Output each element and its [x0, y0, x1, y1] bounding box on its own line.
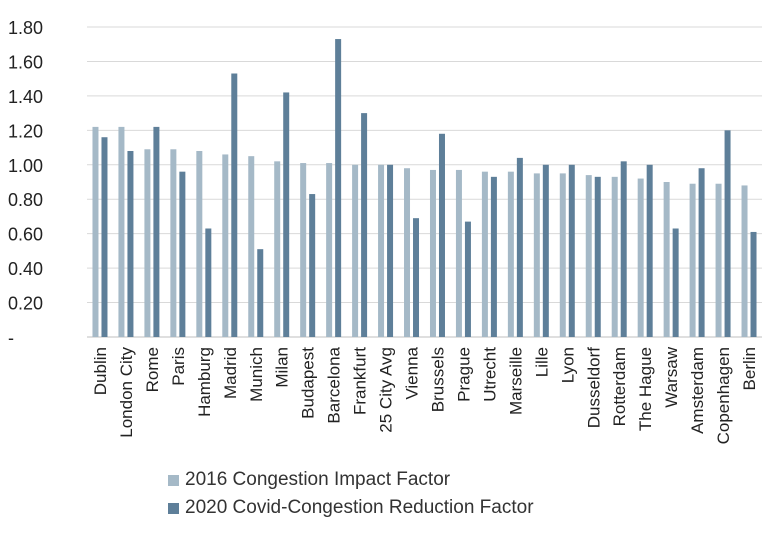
bar-2016-utrecht — [481, 171, 488, 337]
bar-2020-rotterdam — [620, 161, 627, 337]
bar-2020-budapest — [309, 194, 316, 337]
bar-2020-dublin — [101, 137, 108, 337]
bar-2020-the-hague — [646, 164, 653, 337]
x-tick-label: Marseille — [506, 347, 525, 415]
y-tick-label: 1.40 — [8, 87, 43, 107]
bar-2020-lyon — [568, 164, 575, 337]
x-tick-label: Dublin — [91, 347, 110, 395]
legend-swatch-2020 — [168, 502, 179, 514]
x-tick-label: Vienna — [403, 346, 422, 399]
bar-2020-amsterdam — [698, 168, 705, 337]
bar-2016-lyon — [559, 173, 566, 337]
bar-2020-barcelona — [335, 39, 342, 338]
bar-2016-the-hague — [637, 178, 644, 337]
x-tick-label: Copenhagen — [714, 347, 733, 444]
y-tick-label: 0.40 — [8, 259, 43, 279]
legend: 2016 Congestion Impact Factor 2020 Covid… — [168, 466, 534, 522]
x-tick-label: Lyon — [558, 347, 577, 383]
x-tick-label: Amsterdam — [688, 347, 707, 434]
y-tick-label: 0.80 — [8, 190, 43, 210]
bar-2016-munich — [248, 156, 255, 337]
x-tick-label: Utrecht — [480, 347, 499, 402]
bar-2020-berlin — [750, 231, 757, 337]
bar-2016-warsaw — [663, 182, 670, 337]
x-tick-label: Prague — [454, 347, 473, 402]
bar-2020-frankfurt — [361, 113, 368, 337]
bar-2020-utrecht — [490, 176, 497, 337]
bar-2016-paris — [170, 149, 177, 337]
bar-2016-hamburg — [196, 151, 203, 337]
x-tick-label: Milan — [273, 347, 292, 388]
bar-2016-rotterdam — [611, 176, 618, 337]
bar-2020-warsaw — [672, 228, 679, 337]
bar-2016-dusseldorf — [585, 175, 592, 337]
x-tick-label: Dusseldorf — [584, 347, 603, 429]
legend-swatch-2016 — [168, 474, 179, 486]
x-tick-label: The Hague — [636, 347, 655, 431]
bar-2020-prague — [464, 221, 471, 337]
bar-2020-brussels — [438, 133, 445, 337]
bar-2020-london-city — [127, 151, 134, 337]
bar-2016-frankfurt — [352, 164, 359, 337]
bar-2020-munich — [257, 249, 264, 337]
y-tick-label: 1.80 — [8, 18, 43, 38]
bar-2020-madrid — [231, 73, 238, 337]
x-tick-label: Madrid — [221, 347, 240, 399]
x-tick-label: Munich — [247, 347, 266, 402]
x-tick-label: Rome — [143, 347, 162, 392]
bar-2016-prague — [455, 169, 462, 337]
bar-2016-berlin — [741, 185, 748, 337]
bar-2016-barcelona — [326, 163, 333, 337]
bar-2020-hamburg — [205, 228, 212, 337]
y-tick-label: 0.60 — [8, 225, 43, 245]
bar-2016-madrid — [222, 154, 229, 337]
x-tick-label: Brussels — [428, 347, 447, 412]
x-tick-label: London City — [117, 347, 136, 438]
x-tick-label: Frankfurt — [351, 347, 370, 415]
x-tick-label: Hamburg — [195, 347, 214, 417]
legend-label-2020: 2020 Covid-Congestion Reduction Factor — [185, 497, 534, 518]
bar-2020-copenhagen — [724, 130, 731, 337]
bar-2016-london-city — [118, 126, 125, 337]
bar-2016-milan — [274, 161, 281, 337]
x-tick-label: Budapest — [299, 347, 318, 419]
x-tick-label: Warsaw — [662, 346, 681, 407]
x-tick-label: Rotterdam — [610, 347, 629, 426]
legend-label-2016: 2016 Congestion Impact Factor — [185, 469, 451, 490]
bar-2020-rome — [153, 126, 160, 337]
bar-2016-marseille — [507, 171, 514, 337]
bar-2020-vienna — [413, 218, 420, 337]
bar-2020-marseille — [516, 157, 523, 337]
y-tick-label: 0.20 — [8, 294, 43, 314]
bar-2016-brussels — [429, 169, 436, 337]
bar-2016-vienna — [404, 168, 411, 337]
bar-2020-25-city-avg — [387, 164, 394, 337]
legend-item-2020: 2020 Covid-Congestion Reduction Factor — [168, 494, 534, 522]
bar-2020-milan — [283, 92, 290, 337]
bar-2016-lille — [533, 173, 540, 337]
x-tick-label: Paris — [169, 347, 188, 386]
x-tick-label: Berlin — [740, 347, 759, 390]
bar-2020-lille — [542, 164, 549, 337]
bar-2016-dublin — [92, 126, 99, 337]
bar-2016-25-city-avg — [378, 164, 385, 337]
y-tick-label: 1.60 — [8, 52, 43, 72]
legend-item-2016: 2016 Congestion Impact Factor — [168, 466, 534, 494]
bar-2016-copenhagen — [715, 183, 722, 337]
bar-chart-svg: - 0.20 0.40 0.60 0.80 1.00 1.20 1.40 1.60 1.80 Dub… — [8, 18, 762, 444]
y-tick-label: 1.20 — [8, 121, 43, 141]
bar-2016-rome — [144, 149, 151, 337]
y-tick-label: 1.00 — [8, 156, 43, 176]
x-tick-label: 25 City Avg — [377, 347, 396, 433]
x-tick-label: Lille — [532, 347, 551, 377]
bar-2016-amsterdam — [689, 183, 696, 337]
x-tick-label: Barcelona — [325, 346, 344, 423]
bar-2016-budapest — [300, 163, 307, 337]
bar-2020-paris — [179, 171, 186, 337]
y-tick-label: - — [8, 328, 14, 348]
bar-2020-dusseldorf — [594, 176, 601, 337]
